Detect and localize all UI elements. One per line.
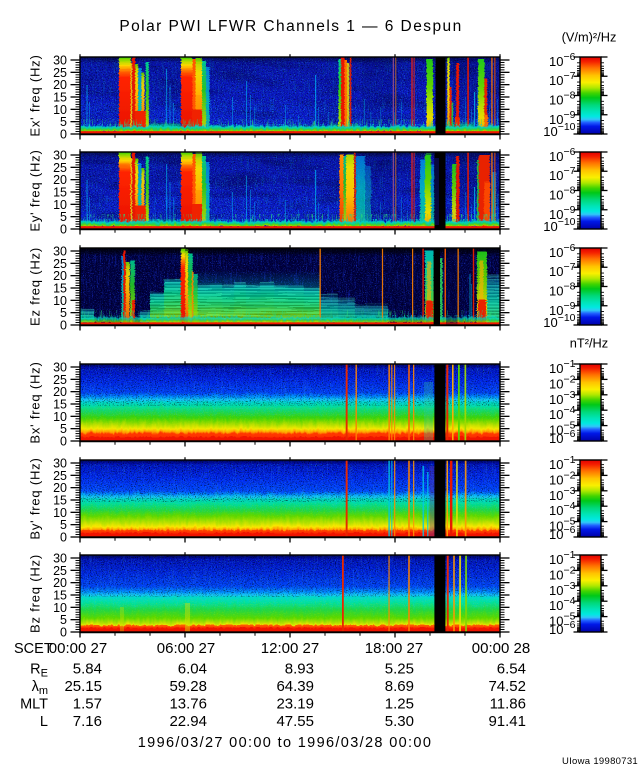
- svg-text:64.39: 64.39: [276, 678, 314, 695]
- svg-text:6.04: 6.04: [178, 661, 207, 678]
- svg-text:00:00 27: 00:00 27: [49, 640, 107, 657]
- svg-text:25: 25: [53, 373, 67, 387]
- svg-text:1.25: 1.25: [385, 696, 414, 713]
- svg-text:20: 20: [53, 173, 67, 187]
- svg-text:1.57: 1.57: [73, 696, 102, 713]
- svg-text:10: 10: [53, 198, 67, 212]
- svg-text:Bx' freq (Hz): Bx' freq (Hz): [28, 361, 43, 443]
- svg-text:8.69: 8.69: [385, 678, 414, 695]
- svg-text:25: 25: [53, 564, 67, 578]
- svg-text:nT²/Hz: nT²/Hz: [570, 336, 608, 351]
- svg-text:23.19: 23.19: [276, 696, 314, 713]
- svg-text:5: 5: [60, 210, 67, 224]
- svg-text:13.76: 13.76: [169, 696, 207, 713]
- svg-text:0: 0: [60, 223, 67, 237]
- svg-text:Bz freq (Hz): Bz freq (Hz): [28, 554, 43, 633]
- svg-text:5: 5: [60, 613, 67, 627]
- svg-text:25.15: 25.15: [64, 678, 102, 695]
- svg-text:30: 30: [53, 552, 67, 566]
- svg-text:0: 0: [60, 626, 67, 640]
- svg-text:L: L: [40, 714, 48, 730]
- svg-text:15: 15: [53, 589, 67, 603]
- svg-text:25: 25: [53, 469, 67, 483]
- svg-text:20: 20: [53, 269, 67, 283]
- svg-text:Polar PWI LFWR Channels 1 — 6: Polar PWI LFWR Channels 1 — 6 Despun: [119, 18, 462, 35]
- svg-text:22.94: 22.94: [169, 713, 207, 730]
- svg-text:00:00 28: 00:00 28: [472, 640, 530, 657]
- svg-text:15: 15: [53, 91, 67, 105]
- svg-text:10: 10: [53, 294, 67, 308]
- svg-text:8.93: 8.93: [285, 661, 314, 678]
- svg-text:20: 20: [53, 385, 67, 399]
- svg-text:SCET: SCET: [14, 641, 53, 657]
- svg-text:15: 15: [53, 494, 67, 508]
- svg-text:10: 10: [53, 506, 67, 520]
- svg-text:25: 25: [53, 257, 67, 271]
- svg-text:10−3: 10−3: [549, 580, 576, 598]
- svg-text:10−3: 10−3: [549, 389, 576, 407]
- svg-text:1996/03/27 00:00 to 1996/03/28: 1996/03/27 00:00 to 1996/03/28 00:00: [138, 735, 433, 751]
- svg-text:7.16: 7.16: [73, 713, 102, 730]
- svg-text:30: 30: [53, 245, 67, 259]
- svg-text:25: 25: [53, 66, 67, 80]
- svg-text:74.52: 74.52: [488, 678, 526, 695]
- svg-text:59.28: 59.28: [169, 678, 207, 695]
- svg-text:15: 15: [53, 186, 67, 200]
- svg-text:20: 20: [53, 481, 67, 495]
- svg-text:Ey' freq (Hz): Ey' freq (Hz): [28, 149, 43, 231]
- svg-text:(V/m)²/Hz: (V/m)²/Hz: [562, 30, 617, 45]
- svg-text:18:00 27: 18:00 27: [365, 640, 423, 657]
- svg-text:30: 30: [53, 149, 67, 163]
- svg-text:5.30: 5.30: [385, 713, 414, 730]
- svg-text:0: 0: [60, 319, 67, 333]
- svg-text:UIowa 19980731: UIowa 19980731: [562, 756, 638, 767]
- svg-text:6.54: 6.54: [497, 661, 526, 678]
- svg-text:47.55: 47.55: [276, 713, 314, 730]
- svg-text:12:00 27: 12:00 27: [261, 640, 319, 657]
- svg-text:10: 10: [53, 410, 67, 424]
- svg-text:5: 5: [60, 115, 67, 129]
- svg-text:25: 25: [53, 161, 67, 175]
- svg-text:30: 30: [53, 361, 67, 375]
- svg-text:30: 30: [53, 54, 67, 68]
- svg-text:5.84: 5.84: [73, 661, 102, 678]
- svg-text:11.86: 11.86: [490, 696, 526, 713]
- svg-text:20: 20: [53, 78, 67, 92]
- svg-text:30: 30: [53, 457, 67, 471]
- svg-text:10: 10: [53, 601, 67, 615]
- svg-text:Ex' freq (Hz): Ex' freq (Hz): [28, 54, 43, 136]
- svg-text:15: 15: [53, 398, 67, 412]
- svg-text:20: 20: [53, 576, 67, 590]
- svg-text:5: 5: [60, 306, 67, 320]
- svg-text:5.25: 5.25: [385, 661, 414, 678]
- svg-text:10: 10: [53, 103, 67, 117]
- svg-text:By' freq (Hz): By' freq (Hz): [28, 457, 43, 539]
- svg-text:5: 5: [60, 518, 67, 532]
- svg-text:5: 5: [60, 422, 67, 436]
- svg-text:10−10: 10−10: [543, 121, 575, 139]
- svg-text:0: 0: [60, 435, 67, 449]
- svg-text:Ez freq (Hz): Ez freq (Hz): [28, 247, 43, 326]
- svg-text:15: 15: [53, 282, 67, 296]
- svg-text:MLT: MLT: [20, 697, 48, 713]
- svg-text:0: 0: [60, 531, 67, 545]
- svg-text:91.41: 91.41: [488, 713, 526, 730]
- svg-text:06:00 27: 06:00 27: [157, 640, 215, 657]
- svg-text:0: 0: [60, 128, 67, 142]
